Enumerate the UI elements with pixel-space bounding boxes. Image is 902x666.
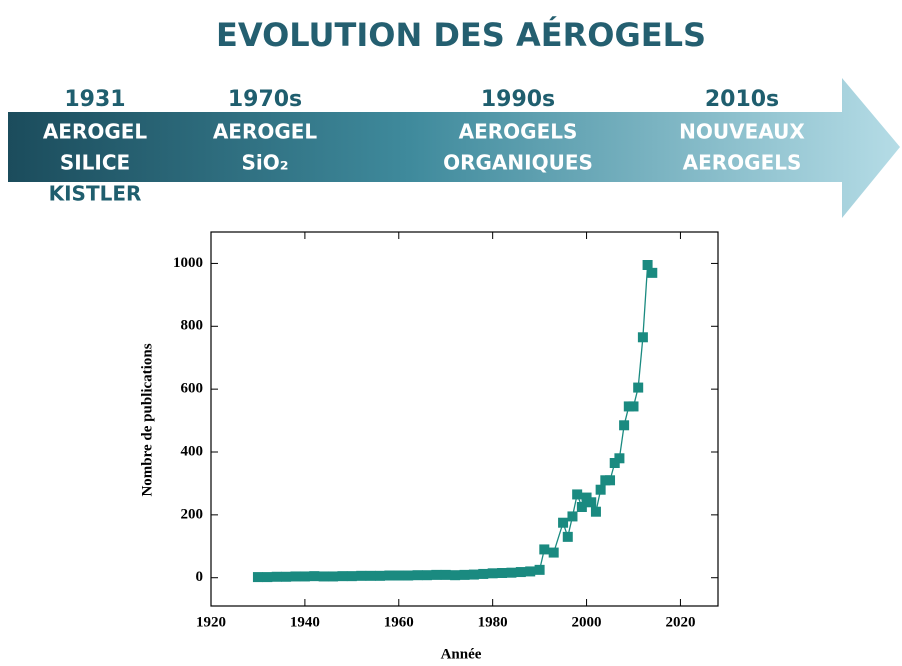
data-point <box>412 570 423 581</box>
data-point <box>365 570 376 581</box>
y-tick-label: 0 <box>196 569 204 585</box>
timeline-text: AEROGEL <box>213 120 318 144</box>
data-point <box>548 547 559 558</box>
data-point <box>450 570 461 581</box>
data-point <box>497 568 508 578</box>
x-tick-label: 2020 <box>665 614 695 630</box>
timeline: 1931 AEROGEL SILICE KISTLER 1970s AEROGEL SiO₂… <box>43 87 806 206</box>
timeline-text: NOUVEAUX <box>679 120 805 144</box>
data-point <box>299 571 310 582</box>
data-point <box>525 566 536 577</box>
y-axis-title: Nombre de publications <box>139 343 155 496</box>
data-point <box>328 571 339 582</box>
timeline-text: ORGANIQUES <box>443 151 593 175</box>
data-point <box>633 382 644 393</box>
data-point <box>290 571 301 582</box>
data-point <box>431 569 442 580</box>
x-tick-label: 1960 <box>384 614 414 630</box>
data-point <box>403 570 414 581</box>
timeline-year: 1990s <box>481 87 555 112</box>
data-point <box>647 267 658 278</box>
plot-frame <box>210 231 719 607</box>
data-point <box>262 572 273 583</box>
data-point <box>576 502 587 512</box>
timeline-year: 1931 <box>64 87 125 112</box>
data-point <box>567 511 578 522</box>
data-point <box>356 570 367 581</box>
y-tick-label: 400 <box>181 443 204 459</box>
y-tick-label: 1000 <box>173 255 203 271</box>
data-point <box>605 475 616 486</box>
data-point <box>515 567 526 578</box>
data-point <box>384 570 395 581</box>
data-point <box>586 497 597 508</box>
timeline-text: KISTLER <box>49 182 142 206</box>
x-tick-label: 2000 <box>572 614 602 630</box>
data-point <box>318 571 329 582</box>
data-point <box>614 453 625 464</box>
y-tick-label: 800 <box>181 318 204 334</box>
data-point <box>534 564 545 575</box>
data-point <box>252 572 263 583</box>
data-point <box>562 531 573 542</box>
data-point <box>309 571 320 582</box>
data-point <box>271 571 282 582</box>
data-point <box>375 570 385 581</box>
timeline-arrow <box>8 78 900 218</box>
data-point <box>572 489 583 500</box>
data-point <box>642 260 653 270</box>
timeline-text: AEROGEL <box>43 120 148 144</box>
data-point <box>281 571 292 582</box>
data-point <box>590 506 601 517</box>
x-tick-label: 1980 <box>478 614 508 630</box>
timeline-text: AEROGELS <box>459 120 578 144</box>
timeline-text: SiO₂ <box>241 151 288 175</box>
data-point <box>487 568 498 579</box>
data-point <box>440 569 451 580</box>
data-point <box>506 567 517 578</box>
timeline-year: 2010s <box>705 87 779 112</box>
data-point <box>539 544 550 555</box>
timeline-text: AEROGELS <box>683 151 802 175</box>
data-point <box>468 569 479 580</box>
data-point <box>637 332 648 343</box>
data-point <box>478 568 489 579</box>
data-point <box>346 571 357 582</box>
data-point <box>459 569 470 580</box>
data-point <box>337 571 348 582</box>
data-point <box>595 484 606 495</box>
data-point <box>421 570 432 581</box>
data-line <box>257 262 653 578</box>
x-tick-label: 1920 <box>196 614 226 630</box>
data-point <box>393 570 404 581</box>
data-point <box>558 517 569 528</box>
timeline-year: 1970s <box>228 87 302 112</box>
y-tick-label: 600 <box>181 381 204 397</box>
x-axis-title: Année <box>441 646 482 662</box>
x-tick-label: 1940 <box>290 614 320 630</box>
data-point <box>628 401 639 412</box>
timeline-text: SILICE <box>60 151 130 175</box>
y-tick-label: 200 <box>181 506 204 522</box>
data-point <box>619 420 630 431</box>
page-title: EVOLUTION DES AÉROGELS <box>216 16 706 54</box>
